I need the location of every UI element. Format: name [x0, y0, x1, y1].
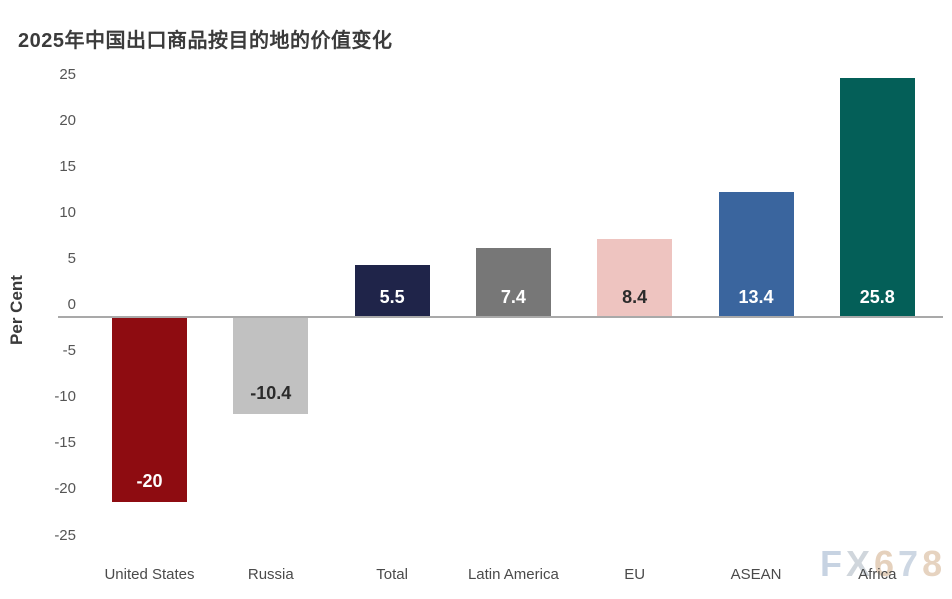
zero-axis-line	[58, 316, 943, 318]
bar-value-label: 7.4	[500, 286, 526, 307]
x-tick-label-united-states: United States	[104, 566, 195, 583]
y-tick-label: 10	[59, 203, 76, 221]
y-tick-label: 5	[67, 249, 76, 267]
x-tick-label-russia: Russia	[247, 566, 294, 583]
y-tick-label: 0	[67, 296, 76, 313]
y-tick-label: 25	[59, 65, 76, 83]
x-tick-label-africa: Africa	[858, 566, 897, 583]
bar-value-label: -20	[136, 471, 163, 492]
bar-africa: 25.8	[839, 78, 915, 316]
y-tick-label: -25	[54, 526, 76, 544]
y-tick-label: 20	[59, 111, 76, 129]
bar-total: 5.5	[354, 265, 430, 316]
bar-value-label: 5.5	[379, 286, 405, 307]
bar-eu: 8.4	[597, 238, 673, 316]
y-tick-label: -10	[54, 388, 76, 406]
bar-value-label: 8.4	[622, 286, 648, 307]
x-tick-label-total: Total	[376, 566, 408, 583]
bar-united-states: -20	[112, 318, 187, 503]
bar-value-label: 13.4	[738, 286, 774, 307]
x-tick-label-eu: EU	[624, 566, 646, 583]
y-tick-label: -20	[54, 480, 76, 498]
y-tick-label: -15	[54, 434, 76, 452]
bar-value-label: 25.8	[859, 286, 895, 307]
x-tick-label-asean: ASEAN	[730, 566, 782, 583]
bar-asean: 13.4	[718, 192, 794, 316]
bar-latin-america: 7.4	[475, 247, 551, 316]
page-title: 2025年中国出口商品按目的地的价值变化	[18, 30, 393, 52]
y-tick-label: -5	[62, 342, 76, 360]
y-tick-label: 15	[59, 157, 76, 175]
x-tick-label-latin-america: Latin America	[467, 566, 559, 583]
bar-value-label: -10.4	[250, 382, 292, 403]
bar-russia: -10.4	[233, 318, 309, 414]
